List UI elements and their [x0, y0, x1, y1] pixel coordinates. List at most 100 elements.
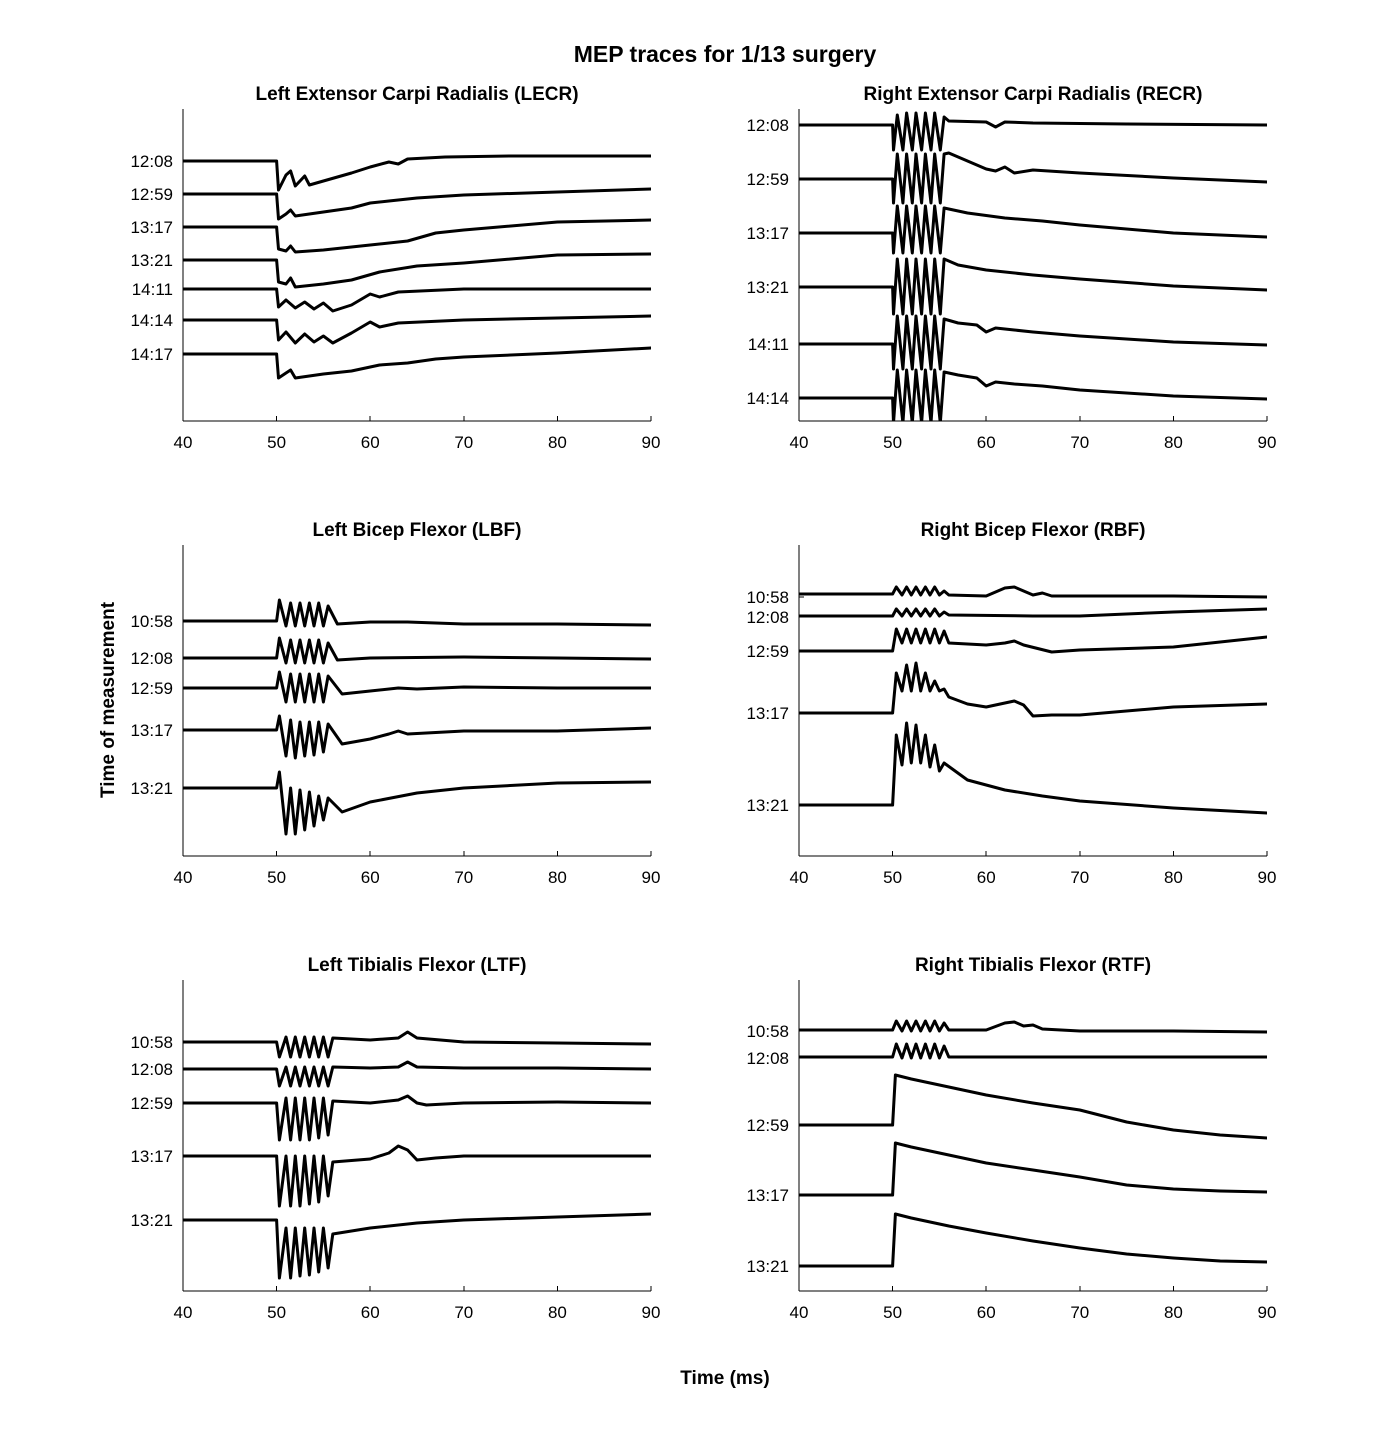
- x-tick-label: 80: [548, 1303, 567, 1322]
- panel-4: Right Bicep Flexor (RBF) 40 50 60 70 80 90 10:5…: [746, 520, 1276, 887]
- y-tick-label: 12:08: [130, 1060, 173, 1079]
- x-tick-label: 40: [174, 1303, 193, 1322]
- traces: [183, 154, 651, 380]
- x-tick-label: 50: [267, 868, 286, 887]
- y-tick-label: 13:17: [130, 721, 173, 740]
- x-tick-label: 60: [361, 433, 380, 452]
- x-tick-label: 60: [977, 868, 996, 887]
- y-tick-label: 13:21: [746, 278, 789, 297]
- x-tick-label: 70: [1070, 1303, 1089, 1322]
- x-tick-label: 60: [977, 433, 996, 452]
- x-tick-label: 70: [454, 433, 473, 452]
- y-tick-label: 14:17: [130, 345, 173, 364]
- x-tick-label: 80: [548, 868, 567, 887]
- panel-title: Left Extensor Carpi Radialis (LECR): [255, 84, 578, 105]
- x-tick-label: 80: [548, 433, 567, 452]
- y-tick-label: 14:11: [132, 280, 173, 299]
- traces: [799, 1019, 1267, 1268]
- trace-1259: [183, 1094, 651, 1142]
- trace-1208: [799, 1042, 1267, 1060]
- y-tick-label: 13:17: [746, 224, 789, 243]
- x-tick-label: 40: [174, 868, 193, 887]
- trace-1208: [183, 1060, 651, 1088]
- x-tick-label: 90: [1258, 1303, 1277, 1322]
- trace-1321: [799, 1212, 1267, 1268]
- trace-1208: [799, 607, 1267, 618]
- y-tick-label: 12:08: [130, 649, 173, 668]
- x-tick-label: 90: [1258, 868, 1277, 887]
- x-tick-label: 50: [267, 1303, 286, 1322]
- trace-1259: [799, 627, 1267, 654]
- y-tick-label: 12:59: [746, 1116, 789, 1135]
- y-tick-label: 13:17: [746, 704, 789, 723]
- y-tick-label: 10:58: [746, 1022, 789, 1041]
- trace-1411: [183, 287, 651, 313]
- x-tick-label: 90: [642, 868, 661, 887]
- trace-1317: [183, 218, 651, 254]
- x-tick-label: 60: [361, 868, 380, 887]
- traces: [799, 111, 1267, 421]
- trace-1321: [799, 721, 1267, 815]
- y-tick-label: 14:14: [130, 311, 173, 330]
- trace-1417: [183, 346, 651, 380]
- trace-1411: [799, 314, 1267, 371]
- y-tick-label: 10:58: [746, 588, 789, 607]
- y-tick-label: 13:17: [130, 218, 173, 237]
- y-tick-label: 13:21: [130, 1211, 173, 1230]
- trace-1317: [799, 661, 1267, 718]
- trace-1259: [183, 187, 651, 221]
- traces: [183, 598, 651, 836]
- trace-1414: [799, 368, 1267, 421]
- x-tick-label: 50: [883, 868, 902, 887]
- trace-1259: [183, 670, 651, 704]
- x-tick-label: 80: [1164, 433, 1183, 452]
- y-tick-label: 13:21: [130, 251, 173, 270]
- panels: Left Extensor Carpi Radialis (LECR) 40 50 6…: [130, 84, 1276, 1322]
- trace-1321: [799, 257, 1267, 316]
- trace-1317: [799, 204, 1267, 255]
- y-tick-label: 14:14: [746, 389, 789, 408]
- x-tick-label: 70: [454, 1303, 473, 1322]
- y-tick-label: 12:08: [746, 116, 789, 135]
- traces: [183, 1030, 651, 1280]
- y-tick-label: 12:59: [746, 642, 789, 661]
- panel-1: Left Extensor Carpi Radialis (LECR) 40 50 6…: [130, 84, 660, 452]
- trace-1058: [183, 598, 651, 628]
- x-tick-label: 60: [977, 1303, 996, 1322]
- trace-1321: [183, 1212, 651, 1280]
- x-tick-label: 80: [1164, 1303, 1183, 1322]
- y-tick-label: 13:21: [746, 796, 789, 815]
- x-tick-label: 90: [1258, 433, 1277, 452]
- x-tick-label: 70: [454, 868, 473, 887]
- panel-title: Right Extensor Carpi Radialis (RECR): [864, 84, 1203, 105]
- x-tick-label: 50: [883, 1303, 902, 1322]
- trace-1058: [799, 585, 1267, 599]
- x-axis-label: Time (ms): [680, 1368, 769, 1389]
- y-axis-label: Time of measurement: [98, 601, 119, 798]
- trace-1208: [183, 154, 651, 192]
- panel-2: Right Extensor Carpi Radialis (RECR) 40 50…: [746, 84, 1276, 452]
- x-tick-label: 40: [174, 433, 193, 452]
- trace-1317: [799, 1141, 1267, 1197]
- trace-1259: [799, 151, 1267, 205]
- y-tick-label: 12:59: [130, 185, 173, 204]
- panel-6: Right Tibialis Flexor (RTF) 40 50 60 70 80 90 1…: [746, 955, 1276, 1322]
- panel-title: Right Tibialis Flexor (RTF): [915, 955, 1151, 976]
- y-tick-label: 13:21: [746, 1257, 789, 1276]
- trace-1208: [799, 111, 1267, 152]
- y-tick-label: 10:58: [130, 612, 173, 631]
- y-tick-label: 12:08: [746, 1049, 789, 1068]
- x-tick-label: 70: [1070, 868, 1089, 887]
- y-tick-label: 12:59: [130, 679, 173, 698]
- trace-1208: [183, 636, 651, 665]
- trace-1058: [183, 1030, 651, 1059]
- x-tick-label: 90: [642, 1303, 661, 1322]
- panel-title: Left Bicep Flexor (LBF): [312, 520, 521, 541]
- trace-1321: [183, 770, 651, 836]
- panel-title: Left Tibialis Flexor (LTF): [308, 955, 527, 976]
- x-tick-label: 70: [1070, 433, 1089, 452]
- y-tick-label: 14:11: [748, 335, 789, 354]
- x-tick-label: 40: [790, 433, 809, 452]
- y-tick-label: 13:17: [746, 1186, 789, 1205]
